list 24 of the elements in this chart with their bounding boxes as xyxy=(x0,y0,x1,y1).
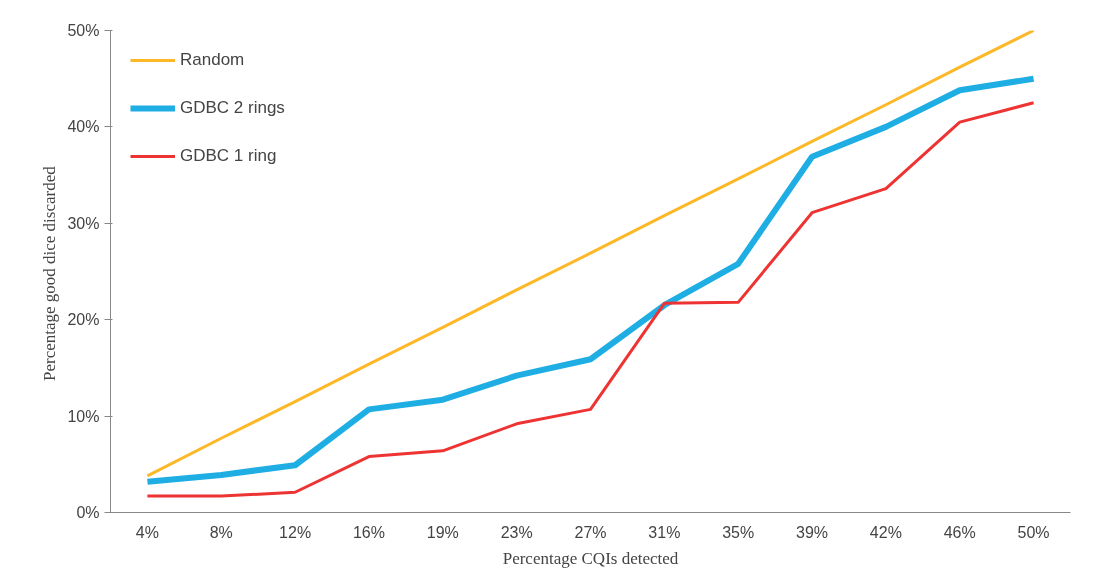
x-tick-label: 42% xyxy=(869,523,902,541)
legend-label: GDBC 1 ring xyxy=(180,146,277,166)
x-tick-label: 31% xyxy=(648,523,681,541)
legend-label: Random xyxy=(180,50,245,70)
x-tick-label: 46% xyxy=(943,523,976,541)
x-tick-label: 19% xyxy=(426,523,459,541)
x-tick-label: 39% xyxy=(796,523,829,541)
y-tick-label: 50% xyxy=(67,22,100,39)
y-tick-label: 0% xyxy=(76,504,100,521)
y-axis-title: Percentage good dice discarded xyxy=(40,165,60,382)
x-tick-label: 8% xyxy=(209,523,233,541)
y-tick-label: 30% xyxy=(67,214,100,232)
x-axis-title: Percentage CQIs detected xyxy=(502,548,679,568)
y-tick-label: 20% xyxy=(67,311,100,329)
y-tick-label: 10% xyxy=(67,407,100,425)
x-tick-label: 27% xyxy=(574,523,607,541)
legend-label: GDBC 2 rings xyxy=(180,98,285,118)
x-tick-label: 35% xyxy=(722,523,755,541)
y-tick-label: 40% xyxy=(67,118,100,136)
x-tick-label: 12% xyxy=(279,523,312,541)
x-tick-label: 4% xyxy=(135,523,159,541)
x-tick-label: 23% xyxy=(500,523,533,541)
x-tick-label: 16% xyxy=(352,523,385,541)
x-tick-label: 50% xyxy=(1017,523,1050,541)
